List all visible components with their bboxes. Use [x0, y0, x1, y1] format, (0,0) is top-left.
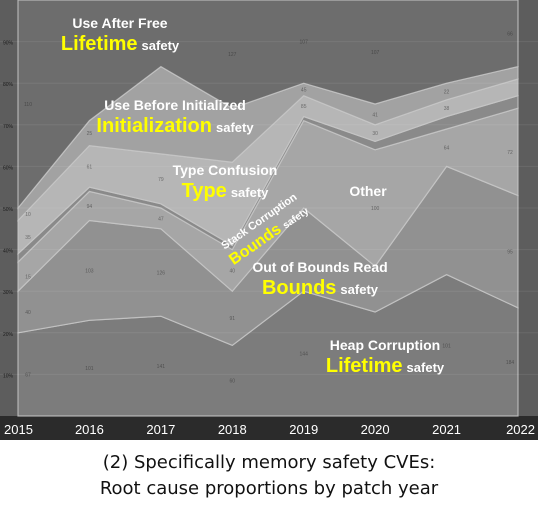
data-label: 110	[24, 102, 32, 108]
annotation-out-of-bounds-read: Out of Bounds Read Bounds safety	[252, 259, 387, 299]
data-label: 41	[372, 112, 378, 118]
y-tick-label: 50%	[3, 207, 14, 213]
x-tick-label: 2021	[432, 422, 461, 437]
data-label: 47	[158, 216, 164, 222]
data-label: 25	[87, 131, 93, 137]
y-tick-label: 10%	[3, 373, 14, 379]
data-label: 141	[157, 364, 166, 370]
y-tick-label: 40%	[3, 249, 14, 255]
y-tick-label: 60%	[3, 165, 14, 171]
x-tick-label: 2020	[361, 422, 390, 437]
annotation-title: Type Confusion	[173, 162, 278, 178]
annotation-title: Out of Bounds Read	[252, 259, 387, 275]
y-tick-label: 20%	[3, 332, 14, 338]
data-label: 101	[85, 366, 94, 372]
annotation-use-after-free: Use After Free Lifetime safety	[61, 15, 180, 55]
data-label: 35	[25, 235, 31, 241]
data-label: 107	[371, 50, 380, 56]
data-label: 103	[85, 268, 94, 274]
annotation-title: Other	[349, 183, 387, 199]
caption-line-2: Root cause proportions by patch year	[99, 478, 439, 499]
data-label: 67	[25, 372, 31, 378]
data-label: 10	[25, 212, 31, 218]
annotation-emphasis: Type safety	[182, 180, 270, 202]
data-label: 85	[301, 104, 307, 110]
data-label: 22	[444, 90, 450, 96]
annotation-type-confusion: Type Confusion Type safety	[173, 162, 278, 202]
x-axis-band	[0, 416, 538, 440]
annotation-title: Heap Corruption	[330, 337, 440, 353]
data-label: 45	[301, 87, 307, 93]
data-label: 100	[371, 206, 380, 212]
x-tick-label: 2019	[289, 422, 318, 437]
caption-line-1: (2) Specifically memory safety CVEs:	[102, 452, 436, 473]
annotation-title: Use After Free	[72, 15, 167, 31]
data-label: 107	[300, 40, 309, 46]
x-tick-label: 2018	[218, 422, 247, 437]
data-label: 91	[230, 316, 236, 322]
annotation-emphasis: Lifetime safety	[326, 355, 445, 377]
data-label: 79	[158, 177, 164, 183]
data-label: 95	[507, 250, 513, 256]
data-label: 126	[157, 270, 166, 276]
data-label: 127	[228, 52, 237, 58]
data-label: 38	[444, 106, 450, 112]
area-use-after-free	[17, 0, 519, 210]
stacked-area-chart: 10% 20% 30% 40% 50% 60% 70% 80% 90% 67 101 141 60 144…	[0, 0, 538, 440]
data-label: 60	[230, 379, 236, 385]
data-label: 40	[230, 268, 236, 274]
x-tick-label: 2017	[146, 422, 175, 437]
x-tick-label: 2016	[75, 422, 104, 437]
data-label: 184	[506, 360, 515, 366]
data-label: 94	[87, 204, 93, 210]
data-label: 15	[25, 275, 31, 281]
y-tick-label: 70%	[3, 124, 14, 130]
data-label: 144	[300, 352, 309, 358]
y-tick-label: 30%	[3, 290, 14, 296]
data-label: 64	[444, 146, 450, 152]
data-label: 101	[442, 343, 451, 349]
data-label: 61	[87, 164, 93, 170]
x-tick-label: 2022	[506, 422, 535, 437]
x-tick-label: 2015	[4, 422, 33, 437]
data-label: 66	[507, 31, 513, 37]
annotation-emphasis: Lifetime safety	[61, 33, 180, 55]
y-tick-label: 90%	[3, 41, 14, 47]
annotation-emphasis: Initialization safety	[96, 115, 254, 137]
data-label: 40	[25, 310, 31, 316]
annotation-other: Other	[349, 183, 387, 199]
data-label: 30	[372, 131, 378, 137]
annotation-use-before-initialized: Use Before Initialized Initialization safe…	[96, 97, 254, 137]
y-tick-label: 80%	[3, 82, 14, 88]
data-label: 72	[507, 150, 513, 156]
annotation-title: Use Before Initialized	[104, 97, 246, 113]
annotation-heap-corruption: Heap Corruption Lifetime safety	[326, 337, 445, 377]
